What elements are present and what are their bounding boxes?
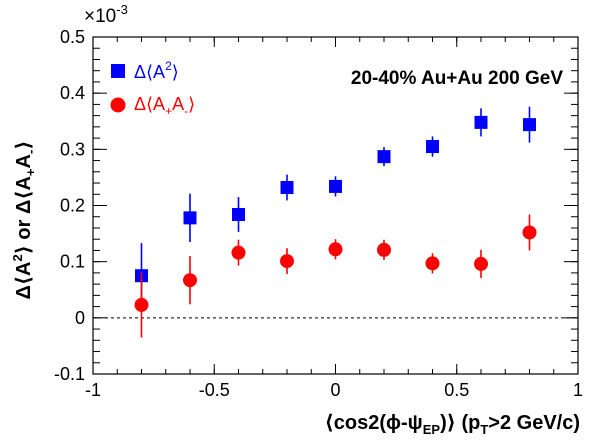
data-point-series-2	[474, 256, 488, 271]
y-tick-label: 0	[75, 308, 85, 328]
data-point-series-1	[183, 211, 197, 225]
legend-marker-series-1	[111, 64, 125, 78]
y-tick-label: 0.3	[60, 139, 85, 159]
data-point-series-1	[377, 150, 391, 164]
exponent-label: ×10-3	[84, 2, 128, 27]
y-tick-label: -0.1	[54, 364, 85, 384]
annotation-text: 20-40% Au+Au 200 GeV	[351, 68, 563, 89]
data-point-series-2	[231, 245, 246, 260]
x-tick-label: -1	[85, 380, 101, 400]
x-tick-label: 0	[330, 380, 340, 400]
data-point-series-1	[329, 179, 342, 193]
data-point-series-2	[134, 297, 149, 312]
data-point-series-1	[232, 207, 245, 221]
data-point-series-2	[522, 225, 537, 240]
data-point-series-1	[426, 140, 439, 154]
legend-label-series-2: Δ⟨A+A-⟩	[134, 94, 195, 118]
data-point-series-1	[523, 118, 536, 132]
y-tick-label: 0.5	[60, 27, 85, 47]
x-tick-label: 0.5	[444, 380, 469, 400]
data-point-series-2	[328, 242, 343, 257]
data-point-series-1	[474, 115, 488, 129]
y-axis-title: Δ⟨A2⟩ or Δ⟨A+A-⟩	[10, 141, 38, 300]
x-tick-label: 1	[573, 380, 583, 400]
x-axis-title: ⟨cos2(ϕ-ψEP)⟩ (pT>2 GeV/c)	[325, 412, 580, 437]
data-point-series-2	[280, 254, 294, 269]
y-tick-label: 0.2	[60, 196, 85, 216]
data-point-series-2	[425, 256, 440, 271]
legend-label-series-1: Δ⟨A2⟩	[134, 59, 179, 82]
legend: Δ⟨A2⟩ Δ⟨A+A-⟩	[110, 59, 195, 118]
legend-marker-series-2	[110, 97, 126, 113]
x-tick-label: -0.5	[199, 380, 230, 400]
y-tick-label: 0.1	[60, 252, 85, 272]
data-point-series-1	[280, 181, 294, 195]
data-point-series-2	[377, 242, 391, 257]
data-point-series-2	[183, 273, 197, 288]
y-tick-label: 0.4	[60, 83, 85, 103]
